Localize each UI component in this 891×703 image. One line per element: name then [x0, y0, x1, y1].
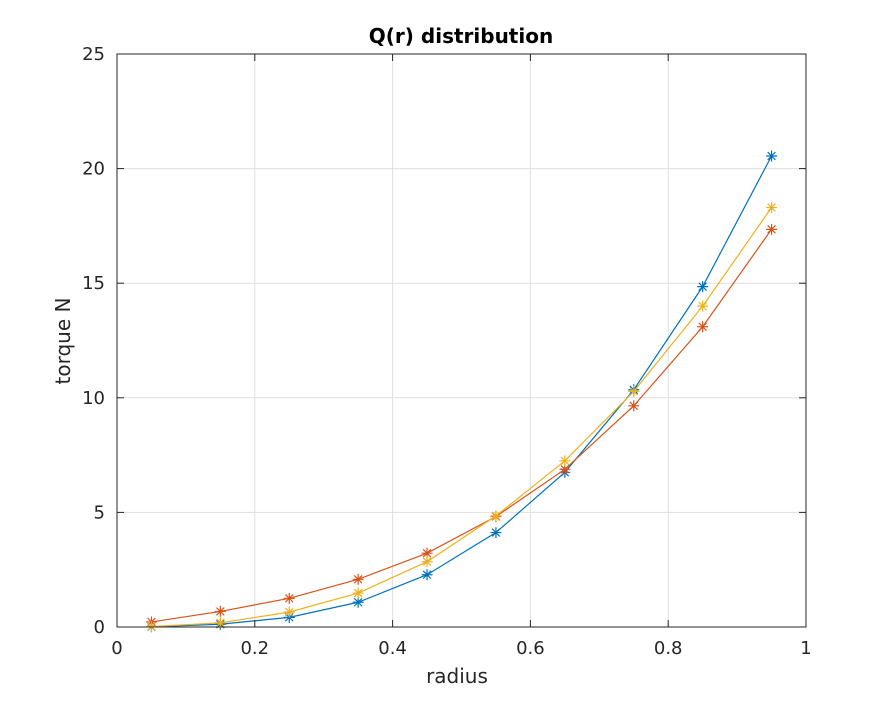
data-point-marker: [766, 150, 778, 162]
data-point-marker: [214, 605, 226, 617]
data-point-marker: [766, 223, 778, 235]
series-line: [151, 207, 773, 628]
data-point-marker: [697, 321, 709, 333]
x-axis-label: radius: [426, 664, 488, 688]
data-point-marker: [214, 617, 226, 629]
data-point-marker: [628, 385, 640, 397]
data-point-marker: [697, 300, 709, 312]
y-tick-label: 20: [82, 159, 105, 180]
plot-area: [117, 54, 806, 627]
y-tick-label: 10: [82, 388, 105, 409]
y-axis-label: torque N: [51, 298, 75, 385]
data-point-marker: [490, 527, 502, 539]
x-tick-label: 0.4: [378, 638, 407, 659]
data-point-marker: [628, 400, 640, 412]
y-tick-label: 15: [82, 273, 105, 294]
data-point-marker: [697, 281, 709, 293]
data-point-marker: [766, 202, 778, 214]
y-tick-label: 25: [82, 44, 105, 65]
x-tick-label: 1: [800, 638, 811, 659]
data-point-marker: [352, 587, 364, 599]
x-tick-label: 0.2: [240, 638, 269, 659]
data-point-marker: [421, 556, 433, 568]
x-tick-label: 0.8: [654, 638, 683, 659]
data-point-marker: [283, 606, 295, 618]
x-tick-label: 0.6: [516, 638, 545, 659]
x-tick-label: 0: [111, 638, 122, 659]
data-point-marker: [283, 592, 295, 604]
data-point-marker: [559, 463, 571, 475]
grid: [117, 54, 806, 627]
data-point-marker: [421, 547, 433, 559]
data-point-marker: [490, 510, 502, 522]
series-line: [151, 228, 773, 623]
chart-title: Q(r) distribution: [369, 24, 553, 48]
y-tick-label: 5: [94, 502, 105, 523]
y-tick-label: 0: [94, 617, 105, 638]
data-point-marker: [352, 573, 364, 585]
axes-box: [116, 53, 807, 628]
data-point-marker: [352, 596, 364, 608]
data-point-marker: [559, 455, 571, 467]
data-point-marker: [421, 569, 433, 581]
